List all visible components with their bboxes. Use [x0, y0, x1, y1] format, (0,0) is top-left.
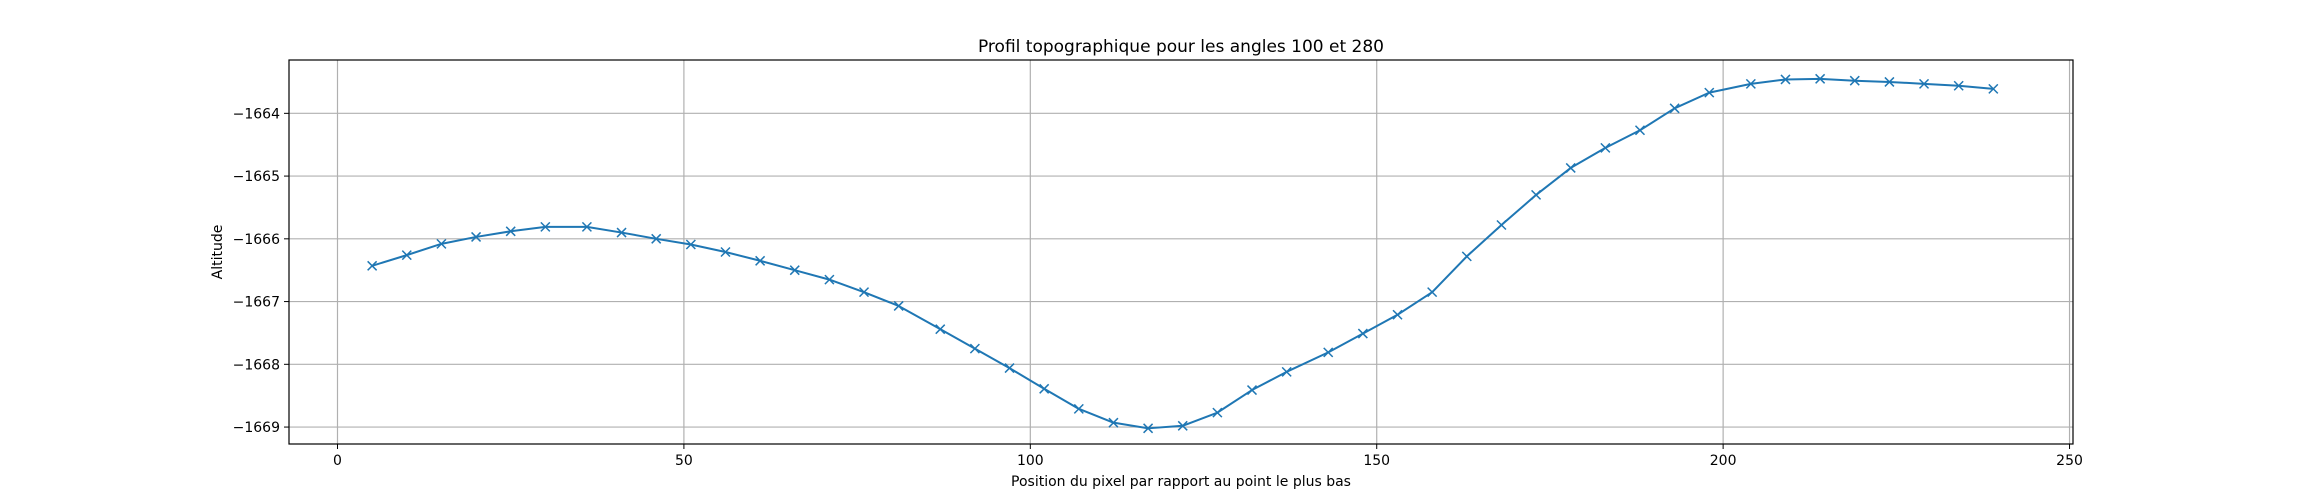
data-point-marker	[1745, 78, 1756, 89]
data-point-marker	[1600, 142, 1611, 153]
series-line-group	[371, 77, 1994, 430]
y-axis-label: Altitude	[210, 225, 226, 280]
y-tick-label: −1667	[233, 295, 280, 311]
data-point-marker	[651, 233, 662, 244]
data-point-marker	[859, 287, 870, 298]
data-point-marker	[1073, 403, 1084, 414]
x-tick-label: 50	[675, 453, 693, 469]
data-point-marker	[1704, 87, 1715, 98]
x-tick-label: 250	[2056, 453, 2083, 469]
x-tick-label: 150	[1363, 453, 1390, 469]
data-point-marker	[720, 246, 731, 258]
y-tick-label: −1668	[233, 357, 280, 373]
data-point-marker	[935, 324, 946, 335]
data-point-markers	[367, 73, 1999, 434]
data-point-marker	[616, 227, 627, 238]
data-point-marker	[893, 300, 904, 311]
x-tick-label: 200	[1710, 453, 1737, 469]
data-point-marker	[1669, 103, 1680, 114]
data-point-marker	[1815, 73, 1826, 84]
x-tick-label: 0	[333, 453, 342, 469]
data-point-marker	[1919, 78, 1930, 89]
data-point-marker	[581, 221, 592, 232]
data-point-marker	[755, 255, 766, 266]
data-point-marker	[1461, 251, 1472, 262]
data-point-marker	[471, 231, 482, 242]
data-point-marker	[540, 221, 551, 232]
data-point-marker	[1212, 407, 1223, 418]
data-point-marker	[1039, 383, 1050, 394]
data-point-marker	[685, 239, 696, 250]
data-point-marker	[1884, 76, 1895, 87]
data-point-marker	[436, 238, 447, 249]
data-point-marker	[1531, 189, 1542, 200]
data-point-marker	[1565, 162, 1576, 173]
y-tick-label: −1666	[233, 232, 280, 248]
x-tick-label: 100	[1017, 453, 1044, 469]
y-tick-label: −1669	[233, 420, 280, 436]
y-tick-label: −1664	[233, 106, 280, 122]
data-point-marker	[367, 260, 378, 271]
data-point-marker	[1357, 328, 1368, 339]
data-point-marker	[1780, 74, 1791, 85]
data-point-marker	[1108, 417, 1119, 428]
chart-title: Profil topographique pour les angles 100…	[978, 37, 1384, 57]
data-point-marker	[1143, 423, 1154, 434]
axis-ticks: 0 50 100 150 200 250 −1669 −1668 −1667 −1666 −1665…	[233, 106, 2083, 469]
x-axis-label: Position du pixel par rapport au point l…	[1011, 474, 1351, 490]
data-point-marker	[824, 274, 835, 285]
data-point-marker	[1634, 125, 1646, 136]
grid-lines	[289, 60, 2073, 444]
data-point-marker	[505, 226, 516, 237]
data-point-marker	[1496, 219, 1507, 231]
data-point-marker	[1004, 363, 1015, 374]
data-point-marker	[1323, 347, 1334, 358]
data-point-marker	[1427, 287, 1438, 298]
data-point-marker	[401, 250, 412, 261]
plot-area-frame	[288, 59, 2074, 445]
data-point-marker	[1988, 83, 1999, 94]
data-point-marker	[1849, 75, 1860, 86]
data-point-marker	[1246, 385, 1258, 396]
series-line	[371, 77, 1994, 430]
data-point-marker	[1392, 309, 1403, 320]
data-point-marker	[1281, 366, 1292, 377]
y-tick-label: −1665	[233, 169, 280, 185]
data-point-marker	[789, 265, 800, 276]
data-point-marker	[969, 343, 980, 354]
data-point-marker	[1177, 420, 1188, 431]
data-point-marker	[1953, 80, 1964, 91]
